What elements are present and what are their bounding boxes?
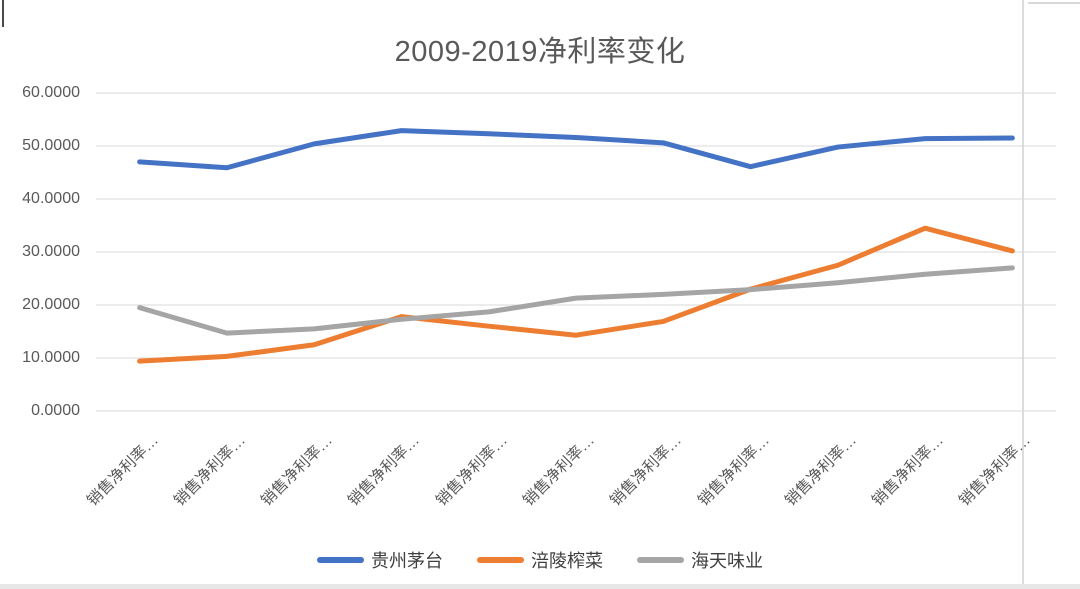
y-axis-tick-label: 0.0000 <box>31 402 80 419</box>
legend-line-swatch <box>477 557 524 563</box>
series-line-海天味业 <box>137 265 1015 336</box>
screen-edge-artifact-bottom <box>0 584 1080 589</box>
legend-entry-涪陵榨菜: 涪陵榨菜 <box>477 547 603 573</box>
series-line-涪陵榨菜 <box>137 225 1015 364</box>
legend-entry-贵州茅台: 贵州茅台 <box>317 547 443 573</box>
legend-label: 贵州茅台 <box>371 551 443 571</box>
chart-title: 2009-2019净利率变化 <box>394 36 686 68</box>
legend-entry-海天味业: 海天味业 <box>637 547 763 573</box>
y-axis-tick-label: 60.0000 <box>22 84 80 101</box>
legend-line-swatch <box>637 557 684 563</box>
legend-line-swatch <box>317 557 364 563</box>
y-axis-tick-label: 50.0000 <box>22 137 80 154</box>
series-line-贵州茅台 <box>137 128 1015 171</box>
y-axis-tick-label: 10.0000 <box>22 349 80 366</box>
screen-edge-artifact-right <box>1022 0 1024 584</box>
screen-edge-artifact-top <box>1028 2 1080 4</box>
legend-label: 涪陵榨菜 <box>531 551 603 571</box>
y-axis-tick-label: 40.0000 <box>22 190 80 207</box>
legend: 贵州茅台 涪陵榨菜 海天味业 <box>0 547 1080 573</box>
screen-edge-artifact-left <box>2 0 4 27</box>
legend-label: 海天味业 <box>691 551 763 571</box>
y-axis-tick-label: 30.0000 <box>22 243 80 260</box>
y-axis-tick-label: 20.0000 <box>22 296 80 313</box>
